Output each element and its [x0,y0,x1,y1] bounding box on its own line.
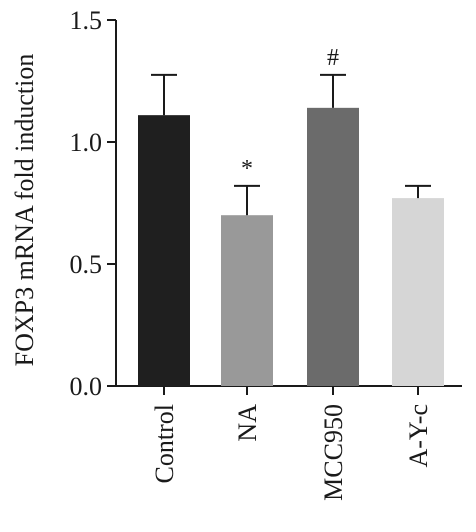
y-tick-label: 0.5 [70,250,103,279]
y-axis-label: FOXP3 mRNA fold induction [10,54,39,367]
x-tick-label: Control [150,404,179,483]
y-tick-label: 1.5 [70,6,103,35]
bar [221,215,273,386]
y-tick-label: 0.0 [70,372,103,401]
significance-marker: # [327,45,339,71]
bar [392,198,444,386]
x-tick-label: A-Y-c [404,404,433,468]
x-tick-label: NA [233,404,262,442]
x-tick-label: MCC950 [319,404,348,501]
y-tick-label: 1.0 [70,128,103,157]
bar [307,107,359,386]
significance-marker: * [241,156,253,182]
bars [138,73,444,386]
labels: 0.0 0.5 1.0 1.5 Control NA * MCC950 # A-Y-c [70,6,434,501]
bar [138,115,190,386]
